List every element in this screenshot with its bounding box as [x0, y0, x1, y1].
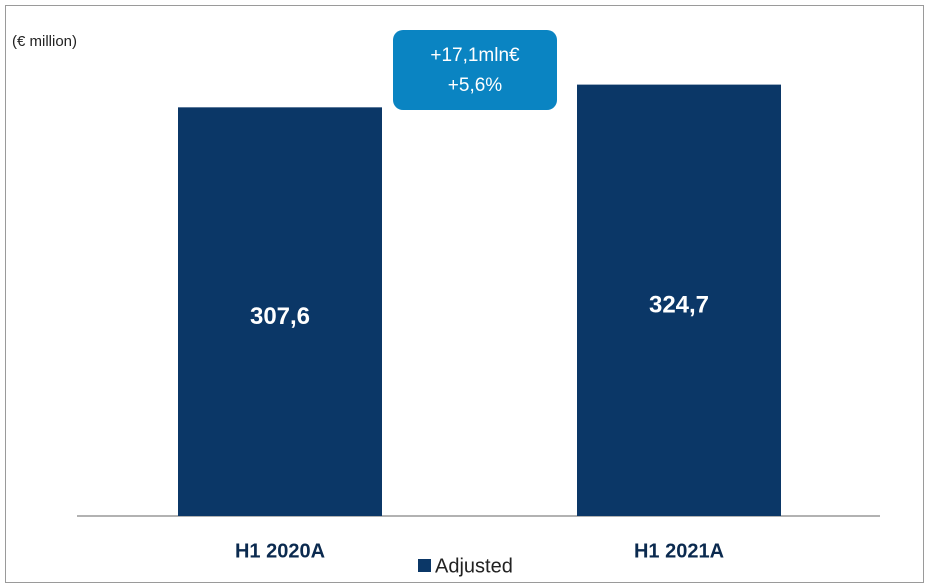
annotation-text: +17,1mln€ — [430, 45, 520, 66]
value-label: 324,7 — [649, 292, 709, 319]
x-tick-label: H1 2020A — [235, 540, 325, 562]
value-label: 307,6 — [250, 303, 310, 330]
annotation-text: +5,6% — [448, 75, 503, 96]
x-tick-label: H1 2021A — [634, 540, 724, 562]
annotation-box — [393, 30, 557, 110]
bar — [178, 107, 382, 517]
unit-label: (€ million) — [12, 33, 77, 50]
legend-label: Adjusted — [435, 555, 513, 577]
bar — [577, 84, 781, 516]
legend-swatch — [418, 559, 431, 572]
